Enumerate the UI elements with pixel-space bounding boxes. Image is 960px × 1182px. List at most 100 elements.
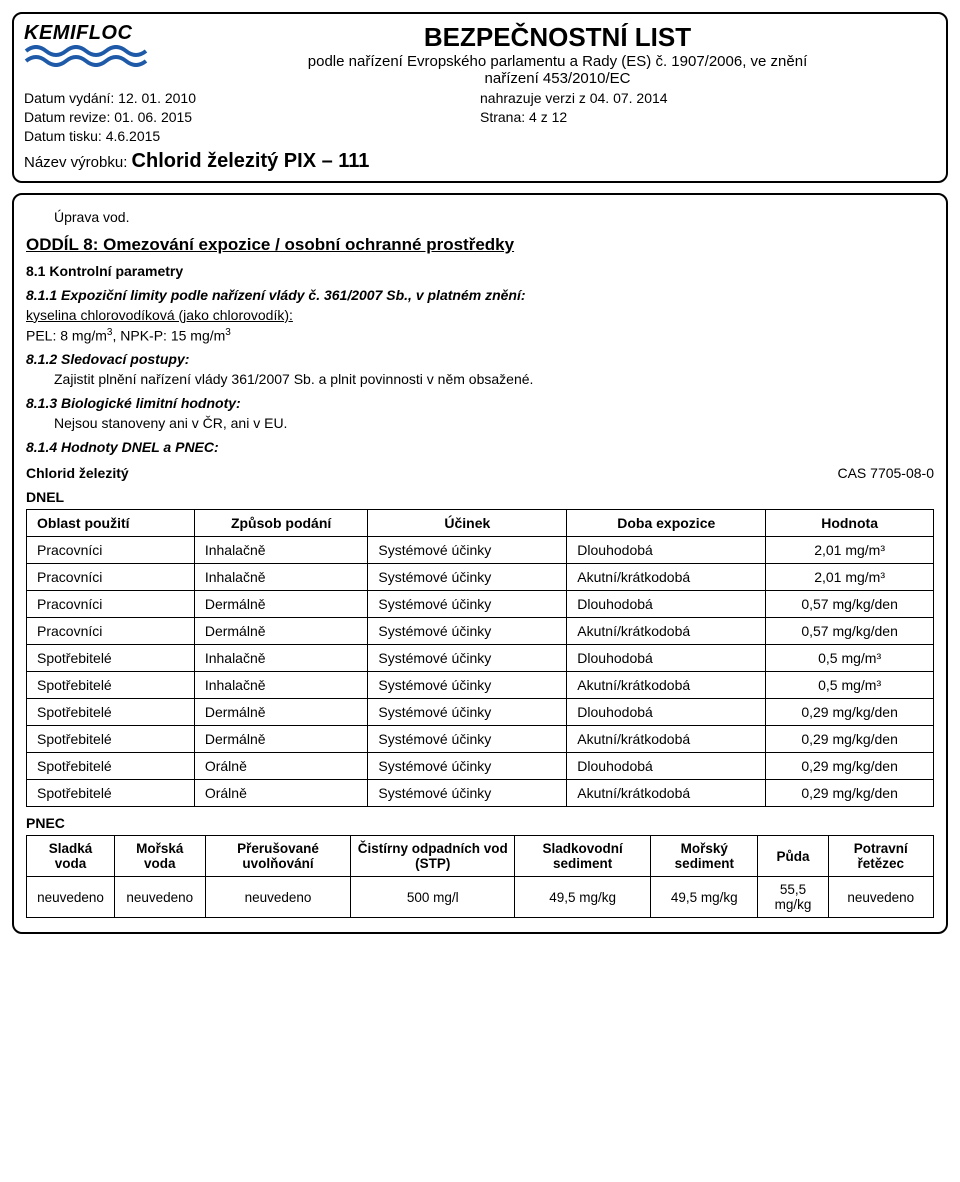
table-cell: Akutní/krátkodobá bbox=[567, 726, 766, 753]
pnec-h1: Mořská voda bbox=[114, 836, 205, 877]
table-cell: Spotřebitelé bbox=[27, 699, 195, 726]
dnel-h1: Způsob podání bbox=[194, 510, 368, 537]
pel-npk-values: PEL: 8 mg/m3, NPK-P: 15 mg/m3 bbox=[26, 327, 934, 344]
table-cell: 0,29 mg/kg/den bbox=[766, 780, 934, 807]
pnec-h4: Sladkovodní sediment bbox=[515, 836, 651, 877]
pnec-label: PNEC bbox=[26, 815, 934, 831]
dnel-label: DNEL bbox=[26, 489, 934, 505]
table-cell: Dlouhodobá bbox=[567, 645, 766, 672]
table-cell: 0,5 mg/m³ bbox=[766, 672, 934, 699]
date-print: Datum tisku: 4.6.2015 bbox=[24, 127, 480, 146]
table-cell: Systémové účinky bbox=[368, 753, 567, 780]
main-title: BEZPEČNOSTNÍ LIST bbox=[179, 22, 936, 53]
table-cell: Akutní/krátkodobá bbox=[567, 564, 766, 591]
table-cell: Inhalačně bbox=[194, 537, 368, 564]
table-cell: Pracovníci bbox=[27, 537, 195, 564]
content-frame: Úprava vod. ODDÍL 8: Omezování expozice … bbox=[12, 193, 948, 935]
table-cell: Dermálně bbox=[194, 726, 368, 753]
date-revision: Datum revize: 01. 06. 2015 bbox=[24, 108, 480, 127]
pnec-c2: neuvedeno bbox=[205, 877, 351, 918]
section-8-1-2: 8.1.2 Sledovací postupy: bbox=[26, 351, 934, 367]
dnel-header-row: Oblast použití Způsob podání Účinek Doba… bbox=[27, 510, 934, 537]
document-header-frame: KEMIFLOC BEZPEČNOSTNÍ LIST podle nařízen… bbox=[12, 12, 948, 183]
dnel-h2: Účinek bbox=[368, 510, 567, 537]
pnec-table: Sladká voda Mořská voda Přerušované uvol… bbox=[26, 835, 934, 918]
table-cell: Systémové účinky bbox=[368, 591, 567, 618]
section-8-1-2-text: Zajistit plnění nařízení vlády 361/2007 … bbox=[54, 371, 934, 387]
meta-row: Datum vydání: 12. 01. 2010 Datum revize:… bbox=[24, 89, 936, 146]
table-row: SpotřebiteléDermálněSystémové účinkyDlou… bbox=[27, 699, 934, 726]
table-cell: 0,57 mg/kg/den bbox=[766, 591, 934, 618]
section-8-1: 8.1 Kontrolní parametry bbox=[26, 263, 934, 279]
table-cell: 0,29 mg/kg/den bbox=[766, 699, 934, 726]
table-cell: Dermálně bbox=[194, 618, 368, 645]
pel-text-a: PEL: 8 mg/m bbox=[26, 327, 107, 343]
table-cell: Dlouhodobá bbox=[567, 699, 766, 726]
subtitle-line1: podle nařízení Evropského parlamentu a R… bbox=[179, 53, 936, 70]
pnec-c4: 49,5 mg/kg bbox=[515, 877, 651, 918]
table-cell: Spotřebitelé bbox=[27, 672, 195, 699]
title-block: BEZPEČNOSTNÍ LIST podle nařízení Evropsk… bbox=[179, 22, 936, 87]
table-cell: Systémové účinky bbox=[368, 780, 567, 807]
superscript-3b: 3 bbox=[225, 327, 231, 338]
table-cell: Systémové účinky bbox=[368, 699, 567, 726]
table-row: PracovníciInhalačněSystémové účinkyDlouh… bbox=[27, 537, 934, 564]
pnec-h0: Sladká voda bbox=[27, 836, 115, 877]
top-body-line: Úprava vod. bbox=[54, 209, 934, 225]
table-cell: Pracovníci bbox=[27, 618, 195, 645]
table-cell: Orálně bbox=[194, 780, 368, 807]
page-indicator: Strana: 4 z 12 bbox=[480, 108, 936, 127]
product-row: Název výrobku: Chlorid železitý PIX – 11… bbox=[24, 150, 936, 173]
table-cell: 0,29 mg/kg/den bbox=[766, 726, 934, 753]
table-row: SpotřebiteléOrálněSystémové účinkyAkutní… bbox=[27, 780, 934, 807]
dnel-substance: Chlorid železitý bbox=[26, 465, 129, 481]
product-label: Název výrobku: bbox=[24, 154, 132, 171]
table-cell: Akutní/krátkodobá bbox=[567, 672, 766, 699]
pnec-c7: neuvedeno bbox=[828, 877, 933, 918]
pel-text-b: , NPK-P: 15 mg/m bbox=[112, 327, 225, 343]
pnec-data-row: neuvedeno neuvedeno neuvedeno 500 mg/l 4… bbox=[27, 877, 934, 918]
table-cell: 2,01 mg/m³ bbox=[766, 564, 934, 591]
table-row: SpotřebiteléDermálněSystémové účinkyAkut… bbox=[27, 726, 934, 753]
table-row: SpotřebiteléOrálněSystémové účinkyDlouho… bbox=[27, 753, 934, 780]
table-cell: Systémové účinky bbox=[368, 726, 567, 753]
table-cell: Dermálně bbox=[194, 591, 368, 618]
dnel-table: Oblast použití Způsob podání Účinek Doba… bbox=[26, 509, 934, 807]
section-8-heading: ODDÍL 8: Omezování expozice / osobní och… bbox=[26, 235, 934, 255]
date-issued: Datum vydání: 12. 01. 2010 bbox=[24, 89, 480, 108]
pnec-h5: Mořský sediment bbox=[651, 836, 758, 877]
section-8-1-1: 8.1.1 Expoziční limity podle nařízení vl… bbox=[26, 287, 934, 303]
table-cell: Systémové účinky bbox=[368, 672, 567, 699]
table-cell: Pracovníci bbox=[27, 564, 195, 591]
table-cell: Dlouhodobá bbox=[567, 753, 766, 780]
table-row: PracovníciDermálněSystémové účinkyAkutní… bbox=[27, 618, 934, 645]
pnec-c0: neuvedeno bbox=[27, 877, 115, 918]
pnec-h7: Potravní řetězec bbox=[828, 836, 933, 877]
table-cell: Systémové účinky bbox=[368, 645, 567, 672]
table-cell: Systémové účinky bbox=[368, 564, 567, 591]
company-logo: KEMIFLOC bbox=[24, 22, 179, 67]
dnel-h4: Hodnota bbox=[766, 510, 934, 537]
table-cell: Spotřebitelé bbox=[27, 753, 195, 780]
table-cell: Spotřebitelé bbox=[27, 726, 195, 753]
table-cell: 2,01 mg/m³ bbox=[766, 537, 934, 564]
table-cell: Inhalačně bbox=[194, 645, 368, 672]
section-8-1-4: 8.1.4 Hodnoty DNEL a PNEC: bbox=[26, 439, 934, 455]
chem-name: kyselina chlorovodíková (jako chlorovodí… bbox=[26, 307, 934, 323]
table-cell: Orálně bbox=[194, 753, 368, 780]
subtitle-line2: nařízení 453/2010/EC bbox=[179, 70, 936, 87]
cas-number: CAS 7705-08-0 bbox=[837, 465, 934, 481]
section-8-1-3: 8.1.3 Biologické limitní hodnoty: bbox=[26, 395, 934, 411]
pnec-c6: 55,5 mg/kg bbox=[758, 877, 828, 918]
table-cell: Dlouhodobá bbox=[567, 537, 766, 564]
product-name: Chlorid železitý PIX – 111 bbox=[132, 150, 370, 172]
pnec-c5: 49,5 mg/kg bbox=[651, 877, 758, 918]
table-cell: 0,5 mg/m³ bbox=[766, 645, 934, 672]
table-cell: Inhalačně bbox=[194, 672, 368, 699]
table-cell: Spotřebitelé bbox=[27, 780, 195, 807]
section-8-1-3-text: Nejsou stanoveny ani v ČR, ani v EU. bbox=[54, 415, 934, 431]
dnel-title-row: Chlorid železitý CAS 7705-08-0 bbox=[26, 465, 934, 481]
table-cell: Systémové účinky bbox=[368, 618, 567, 645]
pnec-h3: Čistírny odpadních vod (STP) bbox=[351, 836, 515, 877]
dnel-h0: Oblast použití bbox=[27, 510, 195, 537]
